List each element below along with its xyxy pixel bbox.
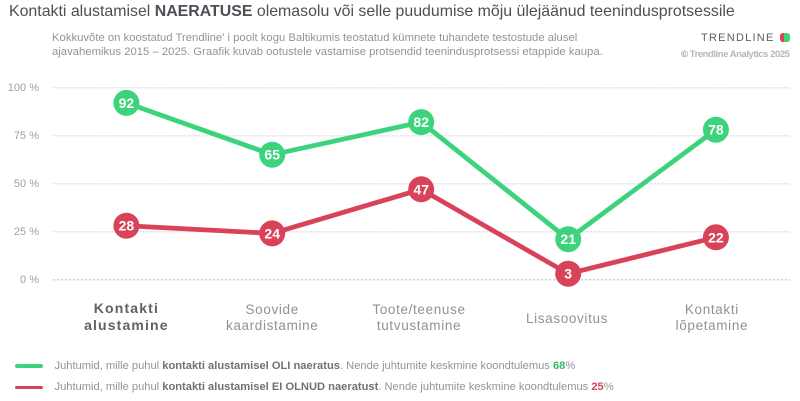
svg-text:22: 22 [708, 229, 724, 245]
svg-text:24: 24 [264, 225, 280, 241]
svg-text:47: 47 [413, 181, 429, 197]
svg-text:28: 28 [119, 218, 135, 234]
svg-text:78: 78 [708, 122, 724, 138]
svg-text:82: 82 [413, 114, 429, 130]
svg-text:92: 92 [119, 95, 135, 111]
svg-text:3: 3 [564, 266, 572, 282]
svg-text:21: 21 [560, 231, 576, 247]
svg-text:65: 65 [264, 147, 280, 163]
